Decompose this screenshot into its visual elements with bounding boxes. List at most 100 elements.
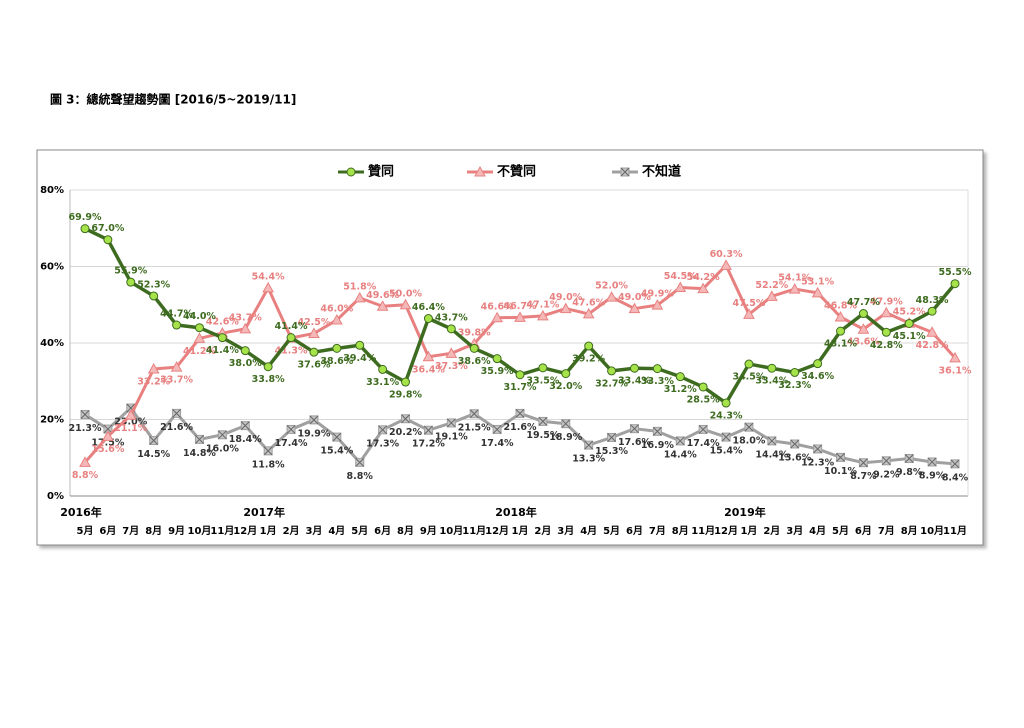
data-label: 35.9%: [481, 366, 514, 377]
data-label: 46.4%: [412, 302, 445, 313]
marker-cross: [355, 457, 365, 467]
data-label: 52.2%: [755, 280, 788, 291]
data-label: 42.8%: [916, 340, 949, 351]
data-label: 33.2%: [137, 377, 170, 388]
data-label: 33.4%: [755, 376, 788, 387]
data-point: [423, 314, 433, 324]
data-label: 34.5%: [732, 372, 765, 383]
data-point: [124, 409, 137, 420]
data-point: [355, 457, 365, 467]
data-point: [515, 370, 525, 380]
marker-cross: [813, 444, 822, 454]
y-tick-label: 60%: [40, 262, 64, 273]
data-label: 33.7%: [160, 375, 193, 386]
x-tick-label: 9月: [168, 525, 185, 537]
data-point: [584, 440, 594, 450]
legend-marker: [346, 167, 356, 177]
year-label: 2016年: [60, 505, 102, 519]
data-label: 44.0%: [183, 311, 216, 322]
data-label: 15.4%: [710, 446, 743, 457]
data-point: [330, 314, 343, 325]
data-label: 47.6%: [572, 297, 605, 308]
data-label: 47.9%: [870, 296, 903, 307]
marker-cross: [904, 454, 914, 463]
data-point: [469, 343, 479, 353]
data-label: 55.5%: [939, 267, 972, 278]
data-point: [492, 424, 502, 434]
data-label: 48.3%: [916, 295, 949, 306]
data-label: 19.5%: [526, 430, 559, 441]
data-point: [355, 340, 365, 350]
chart-title: 圖 3：總統聲望趨勢圖 [2016/5~2019/11]: [50, 92, 296, 107]
data-point: [170, 361, 183, 372]
data-point: [378, 425, 388, 435]
data-label: 31.2%: [664, 384, 697, 395]
x-tick-label: 3月: [557, 525, 574, 537]
data-point: [950, 459, 960, 469]
data-point: [629, 363, 639, 373]
data-point: [149, 436, 159, 446]
data-label: 54.5%: [664, 271, 697, 282]
data-point: [80, 410, 90, 420]
marker-cross: [675, 436, 685, 446]
x-tick-label: 2月: [534, 525, 551, 537]
x-tick-label: 2月: [283, 525, 300, 537]
year-label: 2019年: [724, 505, 766, 519]
data-label: 38.6%: [320, 356, 353, 367]
x-tick-label: 4月: [809, 525, 826, 537]
marker-cross: [332, 432, 342, 442]
marker-cross: [620, 167, 630, 177]
data-point: [858, 309, 868, 319]
data-label: 37.6%: [297, 360, 330, 371]
data-label: 19.9%: [297, 428, 330, 439]
x-tick-label: 12月: [485, 525, 509, 537]
data-point: [744, 422, 754, 432]
x-tick-label: 5月: [832, 525, 849, 537]
data-point: [675, 372, 685, 382]
data-label: 33.1%: [366, 377, 399, 388]
data-label: 20.2%: [389, 427, 422, 438]
x-tick-label: 5月: [603, 525, 620, 537]
x-tick-label: 3月: [305, 525, 322, 537]
data-label: 43.7%: [229, 312, 262, 323]
data-point: [813, 359, 823, 369]
data-point: [103, 424, 113, 434]
data-point: [584, 341, 594, 351]
data-point: [698, 382, 708, 392]
data-point: [378, 364, 388, 374]
data-label: 32.3%: [778, 380, 811, 391]
marker-cross: [240, 421, 250, 430]
data-label: 15.3%: [595, 446, 628, 457]
marker-cross: [744, 422, 754, 432]
data-label: 55.9%: [114, 266, 147, 277]
y-tick-label: 40%: [40, 338, 64, 349]
data-label: 39.2%: [572, 354, 605, 365]
data-label: 8.7%: [850, 471, 877, 482]
data-label: 14.4%: [755, 449, 788, 460]
data-label: 67.0%: [91, 223, 124, 234]
data-point: [651, 299, 664, 310]
x-tick-label: 8月: [901, 525, 918, 537]
data-point: [263, 362, 273, 372]
data-point: [353, 291, 366, 303]
x-tick-label: 9月: [420, 525, 437, 537]
data-point: [309, 415, 319, 425]
data-label: 17.2%: [412, 439, 445, 450]
data-label: 52.0%: [595, 281, 628, 292]
marker-cross: [950, 459, 960, 469]
data-point: [514, 311, 526, 322]
data-point: [194, 323, 204, 333]
data-point: [836, 326, 846, 336]
data-label: 8.9%: [919, 470, 946, 481]
data-label: 49.9%: [641, 289, 674, 300]
data-point: [607, 432, 617, 442]
data-point: [240, 421, 250, 431]
data-point: [652, 426, 662, 436]
data-label: 41.4%: [275, 321, 308, 332]
data-point: [172, 408, 182, 418]
data-point: [582, 307, 595, 319]
x-tick-label: 1月: [260, 525, 277, 537]
marker-cross: [630, 424, 639, 434]
data-point: [515, 408, 525, 418]
